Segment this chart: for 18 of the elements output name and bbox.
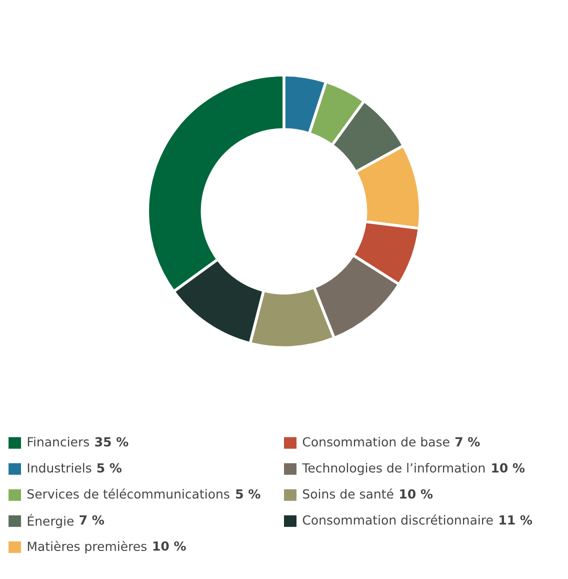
data-label: 35 % bbox=[95, 437, 128, 447]
legend-label: Technologies de l’information bbox=[302, 462, 485, 476]
data-label: 7 % bbox=[455, 437, 480, 447]
data-label: 10 % bbox=[153, 541, 186, 551]
data-label: 5 % bbox=[236, 489, 260, 499]
legend-label: Services de télécommunications bbox=[28, 488, 230, 499]
legend-label: Soins de santé bbox=[303, 488, 394, 499]
legend-label: Consommation de base bbox=[302, 436, 450, 447]
data-label: 7 % bbox=[80, 515, 104, 525]
legend-label: Énergie bbox=[28, 514, 74, 528]
legend-label: Financiers bbox=[28, 436, 90, 447]
legend-label: Consommation discrétionnaire bbox=[302, 514, 493, 525]
data-label: 5 % bbox=[97, 463, 122, 473]
legend-label: Matières premières bbox=[28, 540, 147, 554]
data-label: 10 % bbox=[400, 489, 433, 499]
legend-label: Industriels bbox=[28, 462, 92, 473]
data-label: 11 % bbox=[500, 515, 532, 525]
data-label: 10 % bbox=[492, 463, 525, 473]
